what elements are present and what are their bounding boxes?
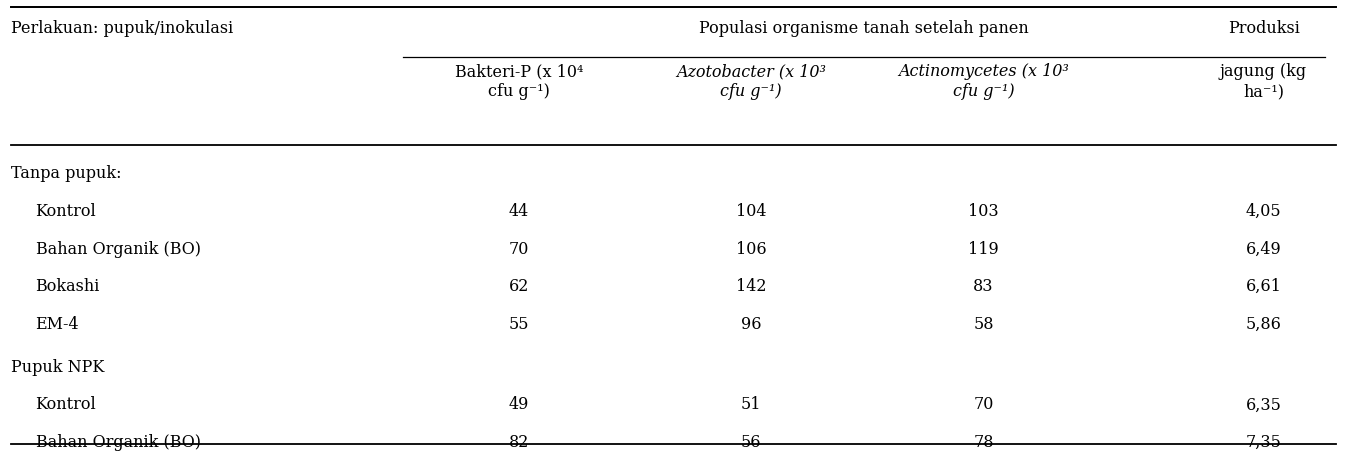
Text: Bakteri-P (x 10⁴
cfu g⁻¹): Bakteri-P (x 10⁴ cfu g⁻¹) [455,63,583,100]
Text: 6,61: 6,61 [1246,278,1281,295]
Text: 70: 70 [974,396,993,414]
Text: 104: 104 [736,203,766,220]
Text: Bahan Organik (BO): Bahan Organik (BO) [36,434,201,451]
Text: 5,86: 5,86 [1246,316,1281,333]
Text: 70: 70 [510,241,529,258]
Text: 6,49: 6,49 [1246,241,1281,258]
Text: Populasi organisme tanah setelah panen: Populasi organisme tanah setelah panen [699,20,1029,38]
Text: 4,05: 4,05 [1246,203,1281,220]
Text: 78: 78 [973,434,994,451]
Text: 103: 103 [968,203,999,220]
Text: 7,35: 7,35 [1246,434,1281,451]
Text: 56: 56 [740,434,762,451]
Text: Bahan Organik (BO): Bahan Organik (BO) [36,241,201,258]
Text: Pupuk NPK: Pupuk NPK [11,359,104,376]
Text: 49: 49 [510,396,529,414]
Text: Azotobacter (x 10³
cfu g⁻¹): Azotobacter (x 10³ cfu g⁻¹) [676,63,826,100]
Text: Perlakuan: pupuk/inokulasi: Perlakuan: pupuk/inokulasi [11,20,234,38]
Text: 58: 58 [973,316,994,333]
Text: 51: 51 [740,396,762,414]
Text: 142: 142 [736,278,766,295]
Text: EM-4: EM-4 [36,316,79,333]
Text: 62: 62 [510,278,529,295]
Text: 6,35: 6,35 [1246,396,1281,414]
Text: Kontrol: Kontrol [36,396,96,414]
Text: Bokashi: Bokashi [36,278,100,295]
Text: 119: 119 [968,241,999,258]
Text: 44: 44 [510,203,529,220]
Text: 83: 83 [973,278,994,295]
Text: 96: 96 [740,316,762,333]
Text: 106: 106 [736,241,766,258]
Text: Kontrol: Kontrol [36,203,96,220]
Text: 55: 55 [508,316,530,333]
Text: Actinomycetes (x 10³
cfu g⁻¹): Actinomycetes (x 10³ cfu g⁻¹) [899,63,1068,100]
Text: jagung (kg
ha⁻¹): jagung (kg ha⁻¹) [1220,63,1307,100]
Text: Produksi: Produksi [1228,20,1299,38]
Text: Tanpa pupuk:: Tanpa pupuk: [11,165,122,183]
Text: 82: 82 [510,434,529,451]
